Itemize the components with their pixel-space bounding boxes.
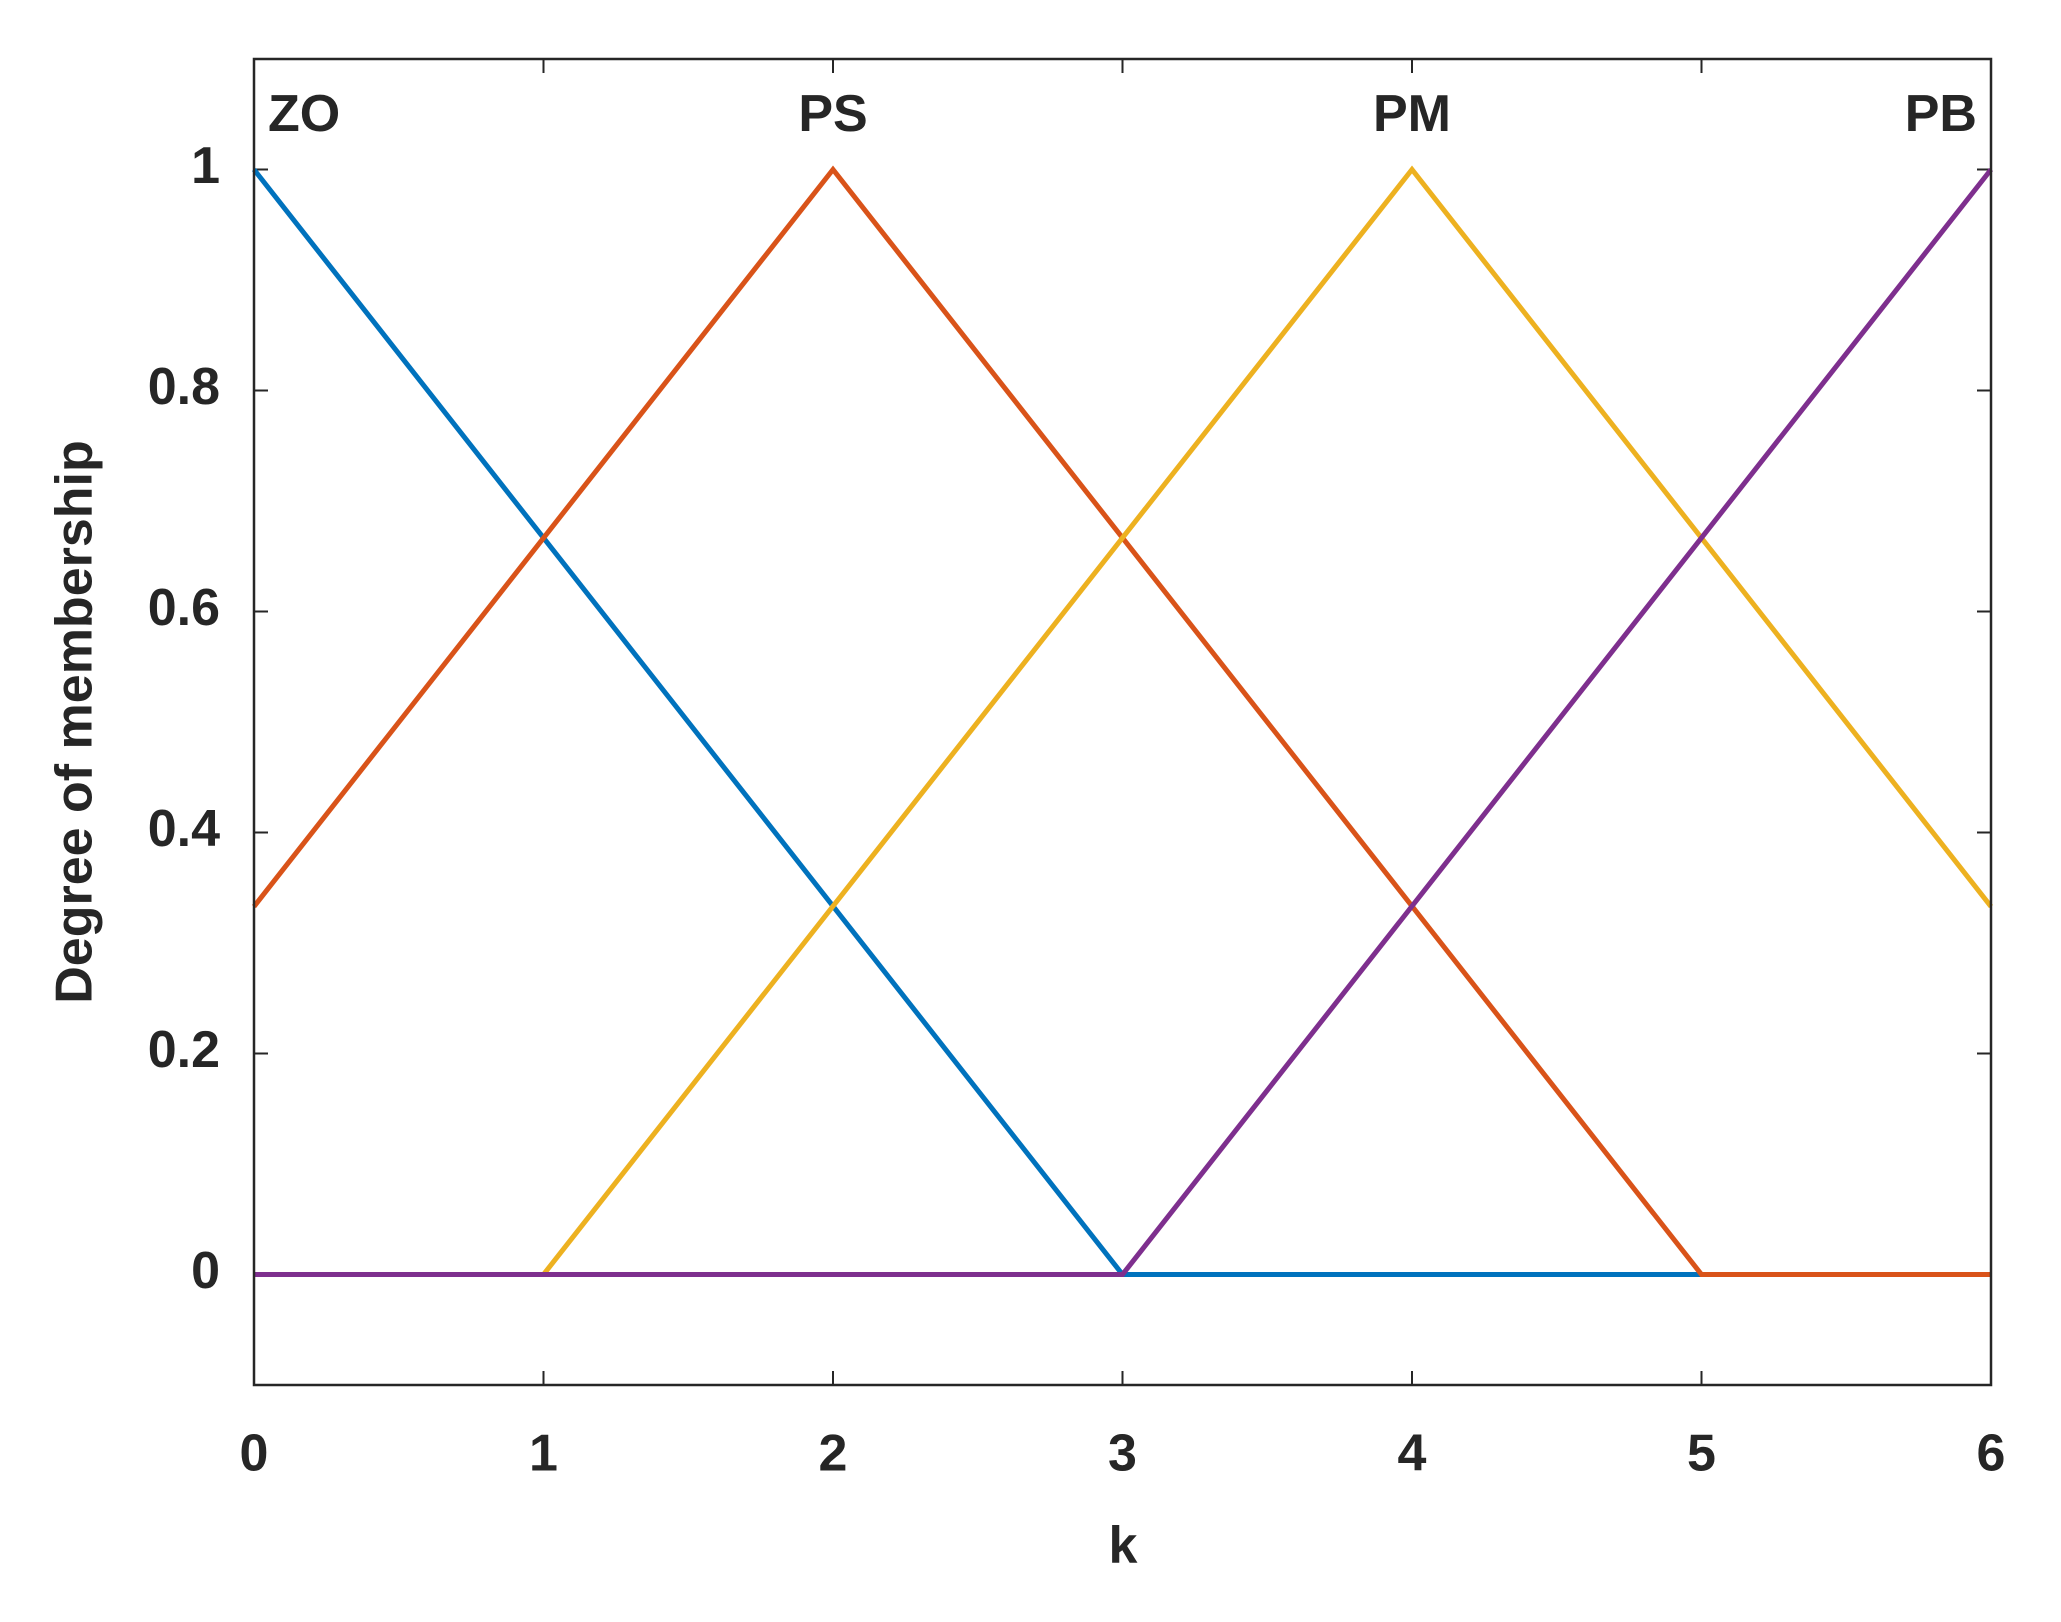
x-tick-label: 3 — [1108, 1425, 1137, 1483]
y-tick-label: 0 — [191, 1242, 220, 1300]
y-tick-label: 0.8 — [148, 358, 220, 416]
y-tick-label: 0.6 — [148, 579, 220, 637]
x-tick-label: 5 — [1687, 1425, 1716, 1483]
series-line — [254, 167, 1993, 1277]
series-line — [252, 165, 1991, 1277]
y-axis-label: Degree of membership — [46, 440, 104, 1004]
series-line — [254, 165, 1993, 1277]
plot-frame — [252, 57, 1993, 1387]
series-label: ZO — [268, 85, 340, 143]
series-label: PB — [1905, 85, 1977, 143]
x-tick-label: 0 — [240, 1425, 269, 1483]
x-axis-label: k — [1109, 1517, 1138, 1575]
series-label: PS — [798, 85, 867, 143]
x-tick-label: 2 — [819, 1425, 848, 1483]
x-tick-label: 1 — [529, 1425, 558, 1483]
x-tick-label: 4 — [1398, 1425, 1427, 1483]
x-tick-label: 6 — [1977, 1425, 2006, 1483]
y-tick-label: 1 — [191, 137, 220, 195]
y-tick-label: 0.4 — [148, 800, 220, 858]
series-line — [252, 167, 1991, 1277]
series-label: PM — [1373, 85, 1451, 143]
y-tick-label: 0.2 — [148, 1021, 220, 1079]
